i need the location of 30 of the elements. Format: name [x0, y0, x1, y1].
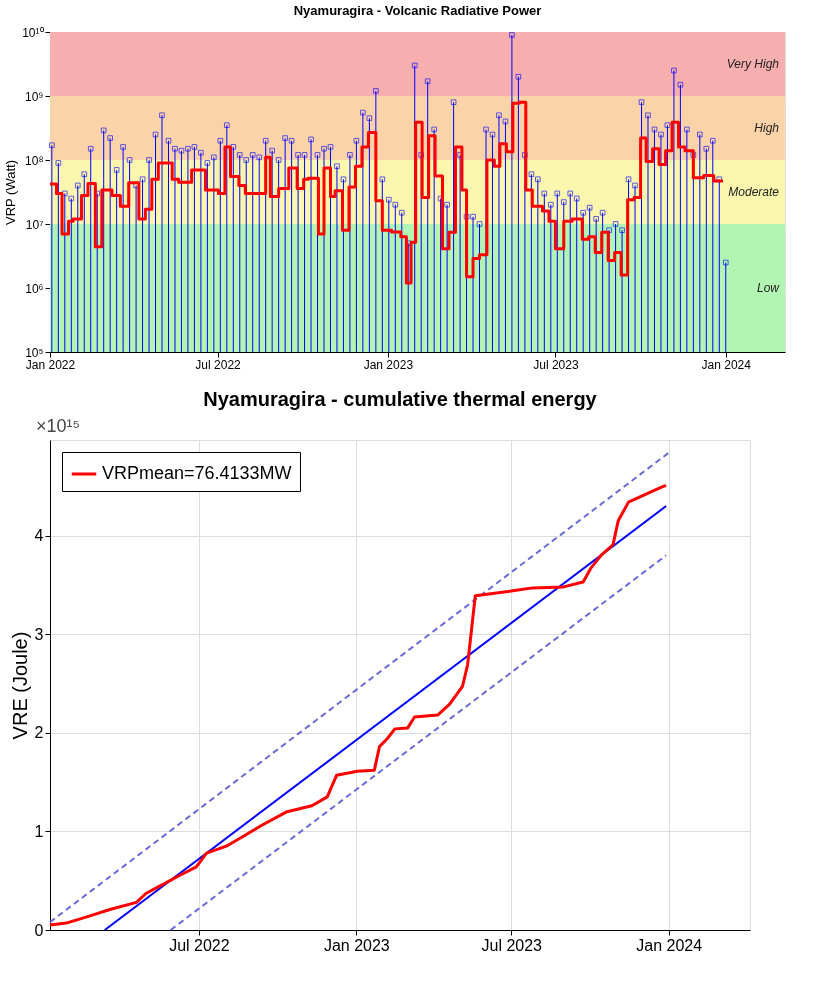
y-tick-label: 10⁸ [25, 153, 44, 168]
x-tick-label: Jan 2023 [363, 357, 414, 372]
y-tick-label: 4 [34, 527, 44, 545]
x-tick-label: Jan 2023 [323, 936, 390, 954]
y-axis-title: VRP (Watt) [3, 159, 19, 226]
y-tick-label: 3 [34, 625, 44, 643]
x-tick-label: Jul 2022 [169, 936, 230, 954]
band-label: High [754, 121, 780, 135]
y-axis-title: VRE (Joule) [8, 631, 31, 740]
y-tick-label: 0 [34, 921, 44, 939]
y-tick-label: 10⁷ [25, 217, 44, 232]
x-tick-label: Jul 2023 [481, 936, 543, 954]
y-tick-label: 10⁵ [25, 345, 44, 360]
band-label: Low [756, 281, 781, 295]
y-tick-label: 10¹⁰ [22, 25, 44, 40]
band-label: Very High [726, 57, 780, 71]
x-tick-label: Jan 2024 [701, 357, 752, 372]
x-tick-label: Jan 2024 [636, 936, 703, 954]
legend-label: VRPmean=76.4133MW [102, 463, 292, 483]
x-tick-label: Jul 2023 [533, 357, 579, 372]
y-tick-label: 10⁶ [25, 281, 44, 296]
x-tick-label: Jul 2022 [195, 357, 242, 372]
chart-title: Nyamuragira - Volcanic Radiative Power [293, 3, 542, 18]
y-tick-label: 10⁹ [25, 89, 44, 104]
y-tick-label: 2 [34, 724, 44, 742]
chart-title: Nyamuragira - cumulative thermal energy [203, 388, 598, 410]
band-label: Moderate [728, 185, 780, 199]
text: ×10¹⁵ [36, 416, 80, 436]
x-tick-label: Jan 2022 [25, 357, 76, 372]
y-tick-label: 1 [34, 822, 44, 840]
